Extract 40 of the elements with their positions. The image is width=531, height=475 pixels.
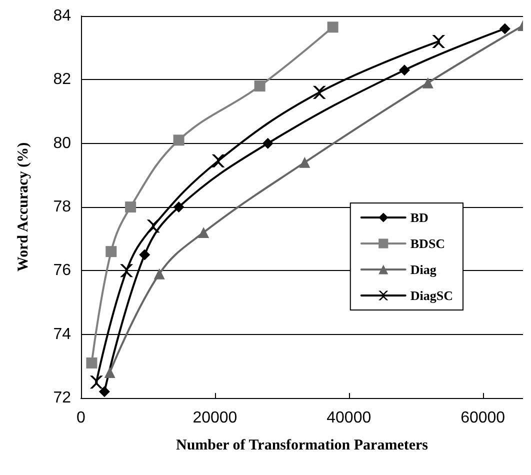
point	[432, 34, 446, 48]
point	[327, 22, 338, 33]
point	[312, 86, 326, 99]
point	[90, 376, 103, 389]
legend-label: BD	[410, 210, 428, 225]
point	[106, 246, 117, 258]
point	[173, 134, 184, 146]
y-tick-label: 74	[53, 326, 72, 343]
x-tick-label: 0	[76, 410, 86, 426]
point	[299, 156, 310, 168]
point	[254, 80, 266, 92]
y-tick-label: 78	[53, 198, 72, 216]
y-tick-label: 72	[53, 390, 72, 406]
point	[499, 23, 510, 34]
x-axis-title: Number of Transformation Parameters	[176, 438, 428, 454]
point	[198, 226, 210, 238]
legend-label: DiagSC	[410, 288, 454, 303]
point	[398, 64, 410, 76]
y-tick-label: 80	[53, 134, 72, 152]
point	[212, 154, 225, 168]
point	[86, 357, 98, 368]
point	[139, 249, 150, 260]
x-tick-label: 20000	[192, 410, 238, 426]
legend-label: Diag	[410, 262, 437, 277]
point	[120, 264, 134, 278]
point	[146, 220, 160, 233]
y-tick-label: 84	[53, 8, 72, 24]
point	[173, 202, 184, 212]
point	[125, 202, 136, 212]
legend-label: BDSC	[410, 236, 446, 251]
point	[262, 138, 274, 149]
point	[104, 367, 116, 378]
y-axis-title: Word Accuracy (%)	[16, 142, 32, 272]
x-tick-label: 40000	[326, 410, 372, 426]
point	[98, 386, 110, 398]
x-tick-label: 60000	[460, 410, 506, 426]
point	[422, 77, 434, 88]
y-tick-label: 76	[53, 262, 72, 280]
y-tick-label: 82	[53, 71, 72, 88]
point	[154, 268, 165, 280]
